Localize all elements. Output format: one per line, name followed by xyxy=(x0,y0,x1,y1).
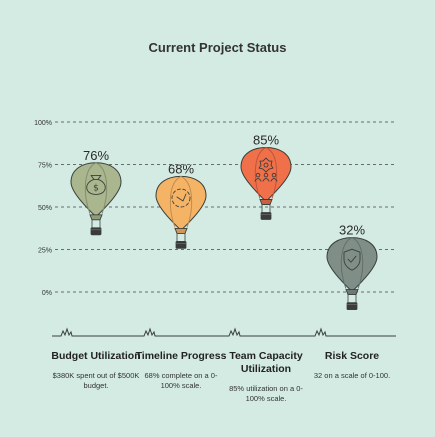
svg-text:$: $ xyxy=(93,183,99,193)
category-label: Risk Score xyxy=(324,350,380,362)
category-column: Risk Score 32 on a scale of 0-100. xyxy=(306,350,398,381)
y-tick-label: 50% xyxy=(38,205,52,212)
balloon-2: 68% xyxy=(155,161,207,249)
balloon-3: 85% xyxy=(240,133,292,220)
category-label: Team Capacity Utilization xyxy=(229,350,303,375)
balloon-basket xyxy=(90,227,102,236)
category-label: Budget Utilization xyxy=(51,350,141,362)
category-column: Timeline Progress 68% complete on a 0-100… xyxy=(135,350,227,391)
value-label: 68% xyxy=(168,161,194,176)
category-description: 32 on a scale of 0-100. xyxy=(313,371,391,380)
category-label: Timeline Progress xyxy=(135,350,227,362)
ground-line xyxy=(52,327,396,337)
value-label: 32% xyxy=(339,223,365,238)
balloon-envelope xyxy=(326,237,378,293)
value-label: 85% xyxy=(253,133,279,148)
category-column: Team Capacity Utilization 85% utilization… xyxy=(220,350,312,404)
y-tick-label: 25% xyxy=(38,248,52,255)
category-description: 85% utilization on a 0-100% scale. xyxy=(229,384,303,403)
y-tick-label: 0% xyxy=(42,290,52,297)
category-column: Budget Utilization $380K spent out of $50… xyxy=(50,350,142,391)
balloon-envelope xyxy=(240,146,292,203)
y-tick-label: 100% xyxy=(34,120,52,127)
shield-check-icon xyxy=(343,248,361,271)
balloon-basket xyxy=(260,212,272,220)
money-bag-icon: $ xyxy=(86,174,106,195)
balloon-basket xyxy=(175,240,187,249)
progress-circle-icon xyxy=(171,188,191,208)
chart-title: Current Project Status xyxy=(148,40,287,55)
balloon-envelope xyxy=(155,175,207,232)
value-label: 76% xyxy=(83,148,109,163)
balloon-1: $76% xyxy=(70,148,122,236)
balloon-basket xyxy=(346,302,358,311)
category-description: $380K spent out of $500K budget. xyxy=(52,371,140,390)
y-tick-label: 75% xyxy=(38,163,52,170)
category-description: 68% complete on a 0-100% scale. xyxy=(144,371,218,390)
team-icon xyxy=(254,157,278,182)
balloon-4: 32% xyxy=(326,223,378,311)
